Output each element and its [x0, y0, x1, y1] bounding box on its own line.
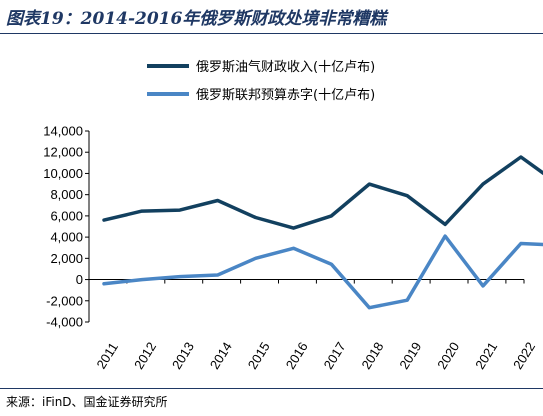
- y-axis: 14,000 12,000 10,000 8,000 6,000 4,000 2,000 0 -…: [43, 124, 90, 330]
- series-line-2: [102, 234, 543, 310]
- x-tick-label: 2020: [434, 339, 462, 371]
- y-tick-label: -4,000: [46, 315, 83, 330]
- x-tick-label: 2016: [283, 339, 311, 371]
- y-tick-label: -2,000: [46, 293, 83, 308]
- y-tick-label: 6,000: [50, 208, 83, 223]
- x-tick-label: 2022: [510, 339, 538, 371]
- legend-label-1: 俄罗斯油气财政收入(十亿卢布): [196, 59, 375, 75]
- x-tick-label: 2014: [207, 339, 235, 371]
- y-tick-label: 0: [76, 272, 83, 287]
- x-tick-label: 2015: [245, 339, 273, 371]
- x-tick-label: 2012: [131, 339, 159, 371]
- x-tick-label: 2021: [472, 339, 500, 371]
- title-divider: [0, 33, 543, 34]
- x-tick-label: 2013: [169, 339, 197, 371]
- y-tick-label: 14,000: [43, 124, 83, 139]
- chart-title: 图表19：2014-2016年俄罗斯财政处境非常糟糕: [6, 9, 387, 29]
- y-tick-label: 12,000: [43, 145, 83, 160]
- source-note: 来源：iFinD、国金证券研究所: [6, 395, 168, 409]
- x-axis: 2011 2012 2013 2014 2015 2016 2017 2018 2019 2020…: [88, 279, 538, 372]
- x-tick-label: 2011: [93, 340, 121, 372]
- legend: 俄罗斯油气财政收入(十亿卢布) 俄罗斯联邦预算赤字(十亿卢布): [147, 59, 375, 103]
- y-tick-label: 2,000: [50, 251, 83, 266]
- legend-label-2: 俄罗斯联邦预算赤字(十亿卢布): [196, 87, 375, 103]
- x-tick-label: 2017: [321, 339, 349, 371]
- y-tick-label: 8,000: [50, 187, 83, 202]
- series-line-1: [102, 155, 543, 230]
- plot-area: [102, 155, 543, 310]
- y-tick-label: 4,000: [50, 230, 83, 245]
- x-tick-label: 2019: [396, 339, 424, 371]
- chart: 俄罗斯油气财政收入(十亿卢布) 俄罗斯联邦预算赤字(十亿卢布) 14,000 12,…: [43, 59, 543, 372]
- x-tick-label: 2018: [358, 339, 386, 371]
- source-divider: [0, 388, 543, 389]
- y-tick-label: 10,000: [43, 166, 83, 181]
